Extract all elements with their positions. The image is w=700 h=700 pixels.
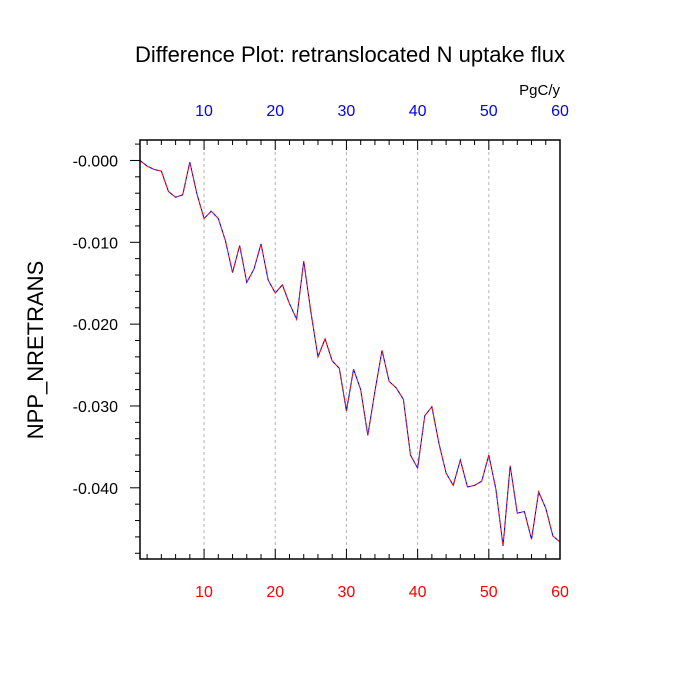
y-tick-label: -0.040 (73, 481, 118, 498)
x-tick-label-bottom: 60 (551, 584, 569, 601)
chart-title: Difference Plot: retranslocated N uptake… (135, 42, 565, 67)
series-line-blue (139, 160, 561, 546)
series-line-red (139, 160, 561, 546)
x-tick-label-top: 60 (551, 103, 569, 120)
x-tick-label-bottom: 50 (480, 584, 498, 601)
axis-ticks (130, 140, 561, 559)
data-series (139, 160, 561, 546)
plot-frame (139, 139, 561, 560)
y-tick-label: -0.000 (73, 153, 118, 170)
grid-lines (203, 140, 490, 559)
x-tick-label-top: 10 (195, 103, 213, 120)
x-tick-label-top: 30 (338, 103, 356, 120)
tick-labels: 10 10 20 20 30 30 40 40 50 50 60 60 -0.000 -0.010 -0.0… (73, 103, 569, 601)
x-tick-label-bottom: 30 (338, 584, 356, 601)
x-tick-label-top: 20 (266, 103, 284, 120)
y-axis-label: NPP_NRETRANS (23, 261, 48, 439)
y-tick-label: -0.010 (73, 235, 118, 252)
x-tick-label-bottom: 20 (266, 584, 284, 601)
x-tick-label-bottom: 10 (195, 584, 213, 601)
x-tick-label-top: 50 (480, 103, 498, 120)
y-tick-label: -0.020 (73, 317, 118, 334)
x-tick-label-bottom: 40 (409, 584, 427, 601)
units-label: PgC/y (519, 82, 560, 99)
y-tick-label: -0.030 (73, 399, 118, 416)
x-tick-label-top: 40 (409, 103, 427, 120)
